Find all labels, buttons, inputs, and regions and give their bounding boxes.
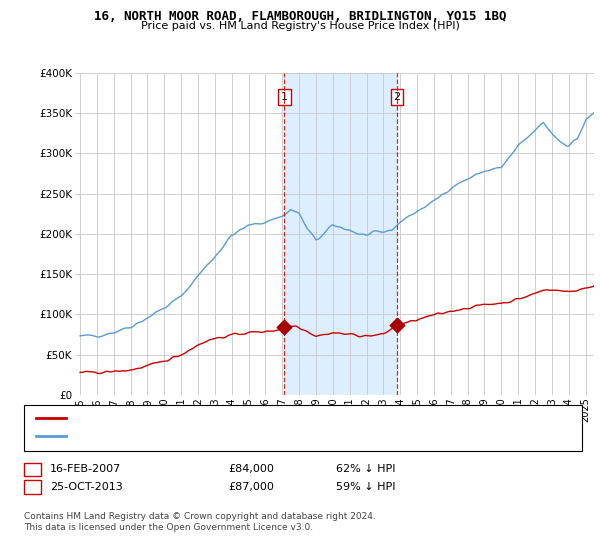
Text: 16, NORTH MOOR ROAD, FLAMBOROUGH, BRIDLINGTON, YO15 1BQ (detached house): 16, NORTH MOOR ROAD, FLAMBOROUGH, BRIDLI… — [72, 413, 500, 423]
Text: Contains HM Land Registry data © Crown copyright and database right 2024.
This d: Contains HM Land Registry data © Crown c… — [24, 512, 376, 532]
Bar — [284, 73, 397, 395]
Text: 1: 1 — [281, 92, 288, 102]
Text: 1: 1 — [29, 464, 36, 474]
Text: 25-OCT-2013: 25-OCT-2013 — [50, 482, 122, 492]
Point — [392, 320, 402, 329]
Text: 16-FEB-2007: 16-FEB-2007 — [50, 464, 121, 474]
Text: £84,000: £84,000 — [228, 464, 274, 474]
Text: HPI: Average price, detached house, East Riding of Yorkshire: HPI: Average price, detached house, East… — [72, 431, 374, 441]
Text: 59% ↓ HPI: 59% ↓ HPI — [336, 482, 395, 492]
Point — [280, 323, 289, 332]
Text: Price paid vs. HM Land Registry's House Price Index (HPI): Price paid vs. HM Land Registry's House … — [140, 21, 460, 31]
Text: 2: 2 — [394, 92, 401, 102]
Text: £87,000: £87,000 — [228, 482, 274, 492]
Text: 62% ↓ HPI: 62% ↓ HPI — [336, 464, 395, 474]
Text: 16, NORTH MOOR ROAD, FLAMBOROUGH, BRIDLINGTON, YO15 1BQ: 16, NORTH MOOR ROAD, FLAMBOROUGH, BRIDLI… — [94, 10, 506, 22]
Text: 2: 2 — [29, 482, 36, 492]
